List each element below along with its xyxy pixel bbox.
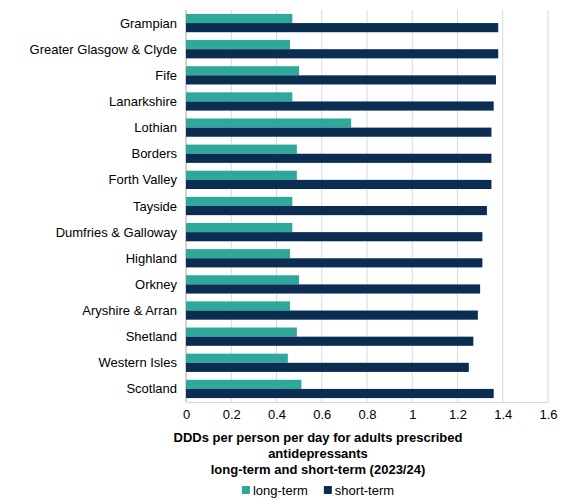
bar — [186, 66, 299, 75]
tick: 0.8 — [358, 402, 376, 422]
bar — [186, 197, 292, 206]
category-label: Aryshire & Arran — [82, 303, 177, 318]
bar — [186, 128, 491, 137]
category-label: Shetland — [126, 329, 177, 344]
category-label: Greater Glasgow & Clyde — [30, 42, 177, 57]
title: DDDs per person per day for adults presc… — [174, 430, 463, 477]
chart: 0 0.2 0.4 0.6 0.8 1 1.2 1.4 1.6 Grampian Greater G… — [0, 0, 569, 501]
tick: 1.4 — [494, 402, 512, 422]
category-label: Dumfries & Galloway — [56, 225, 178, 240]
category-label: Forth Valley — [109, 172, 178, 187]
category-label: Scotland — [126, 381, 177, 396]
category-label: Western Isles — [98, 355, 177, 370]
tick: 0.4 — [268, 402, 286, 422]
title-line: antidepressants — [268, 446, 368, 461]
bar — [186, 171, 297, 180]
tick-label: 1.6 — [539, 407, 557, 422]
bar — [186, 311, 478, 320]
bar — [186, 258, 482, 267]
title-line: DDDs per person per day for adults presc… — [174, 430, 463, 445]
bar — [186, 284, 480, 293]
bar — [186, 145, 297, 154]
category-label: Lothian — [134, 120, 177, 135]
category-label: Borders — [131, 146, 177, 161]
bar — [186, 249, 290, 258]
tick-label: 1.4 — [494, 407, 512, 422]
bar — [186, 389, 494, 398]
tick-label: 1 — [409, 407, 416, 422]
bar — [186, 49, 498, 58]
legend-item: long-term — [242, 483, 308, 498]
bar — [186, 301, 290, 310]
legend-item: short-term — [324, 483, 394, 498]
category-label: Orkney — [135, 277, 177, 292]
x-axis: 0 0.2 0.4 0.6 0.8 1 1.2 1.4 1.6 — [183, 402, 558, 422]
category-label: Highland — [126, 251, 177, 266]
tick: 0.2 — [223, 402, 241, 422]
bar — [186, 92, 292, 101]
y-axis: Grampian Greater Glasgow & Clyde Fife Lanar… — [30, 16, 178, 397]
tick-label: 1.2 — [449, 407, 467, 422]
grid-line — [502, 10, 503, 402]
bar — [186, 180, 491, 189]
legend-swatch — [242, 486, 250, 494]
axis-line — [187, 402, 549, 403]
legend-swatch — [324, 486, 332, 494]
bar — [186, 380, 301, 389]
tick: 0.6 — [313, 402, 331, 422]
bar — [186, 154, 491, 163]
bar — [186, 75, 496, 84]
title-line: long-term and short-term (2023/24) — [211, 462, 426, 477]
bar — [186, 223, 292, 232]
grid — [186, 10, 548, 402]
tick-label: 0.8 — [358, 407, 376, 422]
tick: 1.6 — [539, 402, 557, 422]
tick-label: 0 — [183, 407, 190, 422]
legend-label: long-term — [253, 483, 308, 498]
category-label: Fife — [155, 68, 177, 83]
tick: 1 — [409, 402, 416, 422]
category-label: Tayside — [133, 199, 177, 214]
tick-label: 0.6 — [313, 407, 331, 422]
bar — [186, 363, 469, 372]
bar — [186, 275, 299, 284]
tick-label: 0.2 — [223, 407, 241, 422]
legend-label: short-term — [335, 483, 394, 498]
category-label: Lanarkshire — [109, 94, 177, 109]
bar — [186, 23, 498, 32]
category-label: Grampian — [120, 16, 177, 31]
bar — [186, 328, 297, 337]
grid-line — [548, 10, 549, 402]
bar — [186, 118, 351, 127]
bar — [186, 354, 288, 363]
tick: 0 — [183, 402, 190, 422]
bar — [186, 101, 494, 110]
bar — [186, 337, 473, 346]
bar — [186, 206, 487, 215]
bar — [186, 40, 290, 49]
bar — [186, 14, 292, 23]
tick: 1.2 — [449, 402, 467, 422]
bar — [186, 232, 482, 241]
legend: long-term short-term — [242, 483, 394, 498]
bars — [186, 14, 498, 398]
tick-label: 0.4 — [268, 407, 286, 422]
